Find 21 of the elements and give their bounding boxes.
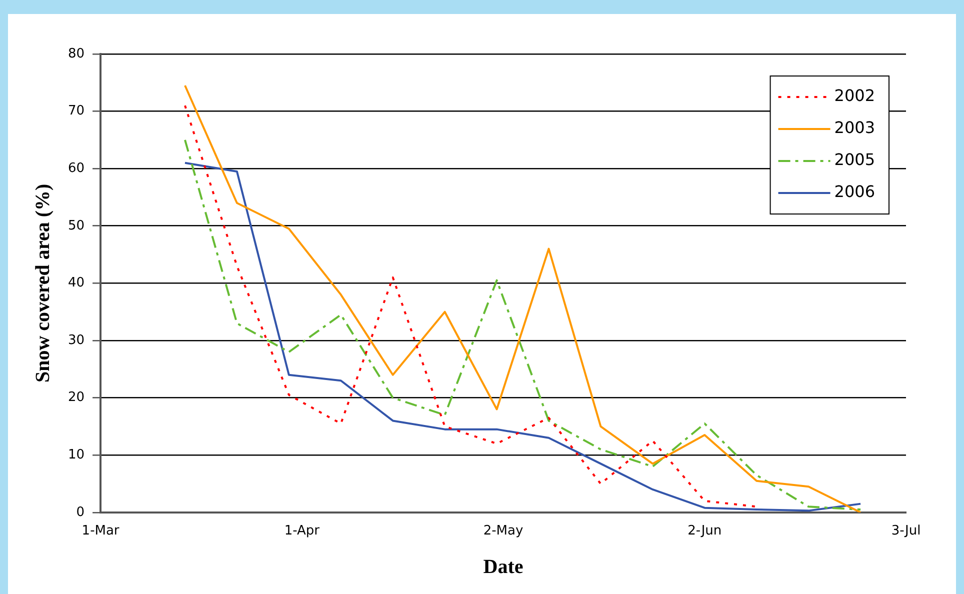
x-tick-label: 2-Jun [688, 524, 722, 539]
x-tick-label: 2-May [483, 524, 524, 539]
y-tick-label: 40 [68, 276, 85, 291]
y-tick-label: 10 [68, 447, 85, 462]
legend-label: 2005 [834, 150, 875, 170]
x-tick-label: 1-Mar [82, 524, 120, 539]
x-axis-title: Date [483, 556, 524, 578]
y-tick-label: 30 [68, 332, 85, 348]
y-tick-label: 70 [68, 104, 85, 119]
line-series [184, 104, 758, 508]
x-tick-label: 1-Apr [284, 524, 320, 539]
legend-label: 2002 [834, 86, 875, 106]
y-axis-title: Snow covered area (%) [32, 184, 54, 383]
legend-label: 2003 [834, 118, 875, 138]
x-tick-label: 3-Jul [891, 524, 921, 539]
y-tick-label: 50 [68, 218, 85, 234]
y-tick-label: 20 [68, 390, 85, 406]
legend-label: 2006 [834, 182, 875, 202]
y-tick-label: 0 [76, 504, 85, 520]
y-tick-label: 60 [68, 160, 85, 176]
y-tick-label: 80 [68, 46, 85, 62]
